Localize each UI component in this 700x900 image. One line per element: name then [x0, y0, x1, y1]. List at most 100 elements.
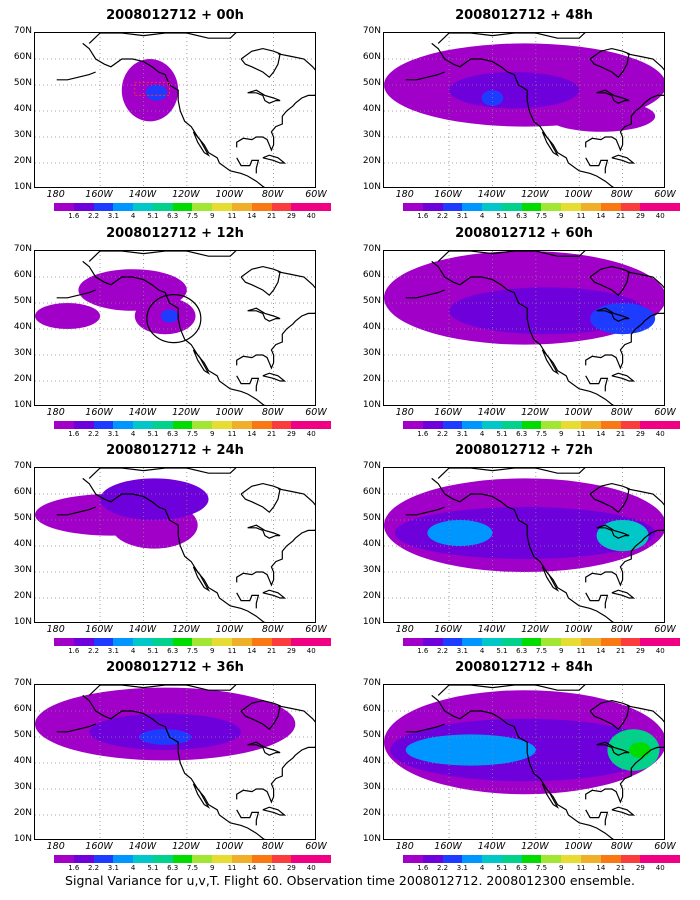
coastline [611, 806, 636, 816]
lon-label: 80W [261, 624, 284, 635]
lat-label: 40N [362, 539, 381, 549]
colorbar-label: 1.6 [68, 430, 80, 438]
colorbar-swatch [291, 203, 312, 211]
colorbar-swatch [600, 203, 621, 211]
colorbar-label: 21 [616, 430, 626, 438]
coastline [240, 265, 281, 297]
coastline [236, 157, 260, 174]
coastline [88, 33, 237, 44]
colorbar-label: 1.6 [68, 212, 80, 220]
colorbar-label: 21 [267, 212, 277, 220]
colorbar-swatch [93, 203, 114, 211]
colorbar-swatch [172, 203, 193, 211]
coastline [82, 260, 265, 405]
coastline [437, 468, 586, 479]
panel-title: 2008012712 + 00h [106, 8, 244, 23]
colorbar-label: 21 [616, 212, 626, 220]
colorbar-swatch [501, 421, 522, 429]
lon-label: 120W [172, 624, 200, 635]
panel-title: 2008012712 + 36h [106, 660, 244, 675]
map-plot [383, 684, 665, 840]
lat-label: 60N [362, 704, 381, 714]
colorbar-label: 9 [559, 864, 564, 872]
coastline [589, 699, 630, 731]
colorbar-label: 29 [286, 212, 296, 220]
colorbar-label: 40 [306, 430, 316, 438]
lon-label: 160W [85, 624, 113, 635]
colorbar-label: 40 [306, 647, 316, 655]
lon-label: 180 [46, 189, 65, 200]
variance-shading [100, 478, 209, 520]
coastline [56, 723, 96, 733]
map-plot [383, 250, 665, 406]
colorbar-swatch [482, 855, 502, 863]
colorbar-label: 3.1 [107, 864, 119, 872]
colorbar-swatch [232, 421, 252, 429]
coastline [247, 89, 281, 104]
coastline [589, 265, 630, 297]
colorbar-swatch [93, 638, 114, 646]
lon-label: 120W [172, 407, 200, 418]
lon-label: 140W [128, 624, 157, 635]
lat-label: 20N [13, 808, 32, 818]
colorbar-swatch [581, 421, 601, 429]
colorbar-label: 11 [227, 647, 237, 655]
colorbar-label: 2.2 [87, 864, 100, 872]
colorbar-swatch [581, 855, 601, 863]
coastline [541, 349, 560, 375]
variance-shading [160, 309, 179, 323]
lat-label: 50N [13, 78, 32, 88]
colorbar-label: 2.2 [436, 430, 449, 438]
coastline [236, 94, 315, 152]
lat-label: 10N [13, 617, 32, 627]
colorbar-label: 5.1 [496, 647, 508, 655]
lat-label: 10N [362, 834, 381, 844]
lon-label: 80W [261, 841, 284, 852]
panel-title: 2008012712 + 24h [106, 443, 244, 458]
colorbar-label: 14 [247, 647, 257, 655]
lat-label: 50N [13, 296, 32, 306]
colorbar [54, 638, 331, 646]
colorbar-label: 1.6 [68, 864, 80, 872]
colorbar-label: 40 [655, 212, 665, 220]
colorbar-label: 7.5 [186, 864, 199, 872]
colorbar-swatch [482, 421, 502, 429]
colorbar-label: 14 [247, 430, 257, 438]
colorbar-swatch [462, 638, 483, 646]
lat-label: 30N [362, 782, 381, 792]
colorbar-swatch [73, 855, 94, 863]
colorbar-label: 14 [596, 430, 606, 438]
coastline [405, 71, 445, 81]
lat-label: 30N [13, 130, 32, 140]
lat-label: 30N [362, 348, 381, 358]
variance-shading [145, 85, 168, 101]
colorbar-label: 3.1 [456, 430, 468, 438]
lon-label: 60W [305, 189, 327, 200]
panel-title: 2008012712 + 60h [455, 226, 593, 241]
coastline [277, 705, 315, 723]
coastline [88, 468, 237, 479]
coastline [405, 723, 445, 733]
lat-label: 50N [362, 78, 381, 88]
colorbar-label: 1.6 [417, 864, 429, 872]
colorbar-label: 2.2 [87, 212, 100, 220]
colorbar-label: 3.1 [456, 647, 468, 655]
colorbar-swatch [442, 421, 463, 429]
colorbar-label: 6.3 [516, 430, 528, 438]
colorbar-label: 11 [576, 864, 586, 872]
colorbar-swatch [212, 855, 233, 863]
colorbar-swatch [271, 203, 292, 211]
map-canvas [35, 33, 315, 187]
variance-shading [546, 100, 656, 132]
colorbar-label: 5.1 [147, 430, 159, 438]
map-plot [34, 467, 316, 623]
colorbar-swatch [232, 638, 252, 646]
colorbar-swatch [133, 855, 153, 863]
colorbar-label: 29 [286, 864, 296, 872]
coastline [596, 307, 630, 322]
lon-label: 140W [477, 624, 506, 635]
lat-label: 70N [362, 678, 381, 688]
lat-label: 60N [362, 270, 381, 280]
colorbar-swatch [581, 638, 601, 646]
colorbar-label: 6.3 [516, 212, 528, 220]
